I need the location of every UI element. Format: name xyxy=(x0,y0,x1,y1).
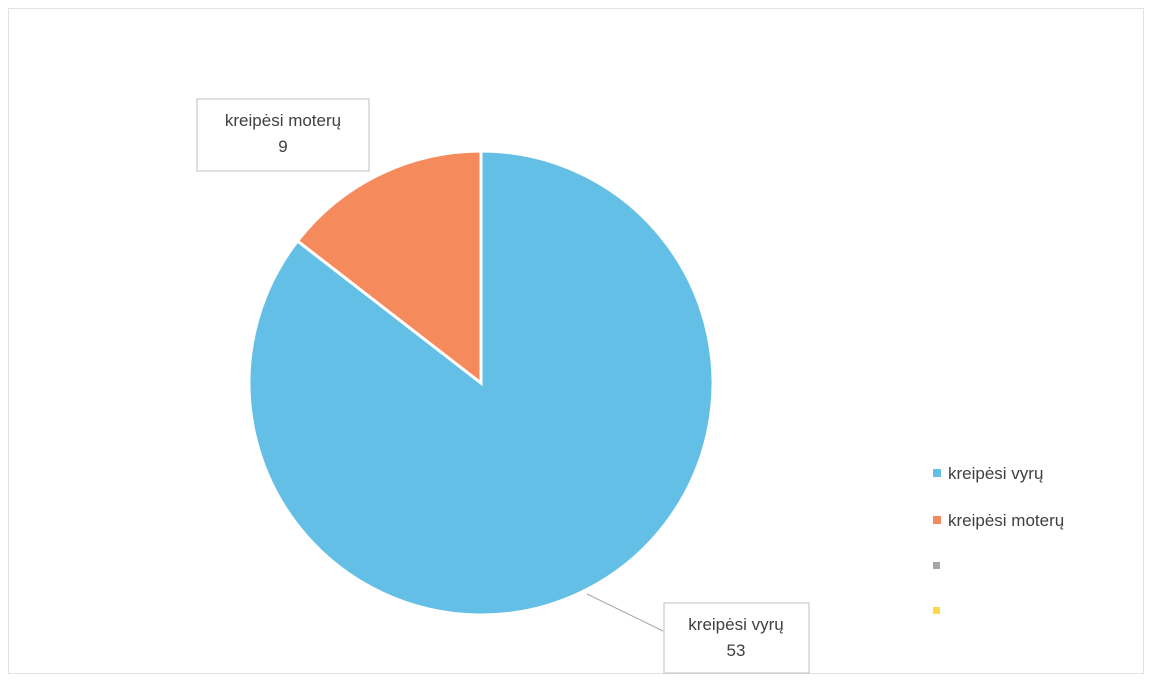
legend: kreipėsi vyrų kreipėsi moterų xyxy=(933,464,1064,614)
data-label-box-moteru xyxy=(196,98,370,172)
data-label-moteru: kreipėsi moterų 9 xyxy=(196,98,370,172)
legend-swatch-gray xyxy=(933,562,940,569)
legend-label-vyru: kreipėsi vyrų xyxy=(948,464,1043,483)
legend-swatch-vyru xyxy=(933,469,941,477)
legend-item-vyru: kreipėsi vyrų xyxy=(933,464,1043,483)
pie-chart: kreipėsi moterų 9 kreipėsi vyrų 53 kreip… xyxy=(196,98,1064,674)
legend-item-gray xyxy=(933,562,940,569)
data-label-box-vyru xyxy=(663,602,810,674)
legend-label-moteru: kreipėsi moterų xyxy=(948,511,1064,530)
leader-line-vyru xyxy=(586,593,664,632)
chart-area: kreipėsi moterų 9 kreipėsi vyrų 53 kreip… xyxy=(8,8,1144,674)
pie-slice-1 xyxy=(295,149,483,387)
pie-slices xyxy=(247,149,715,617)
legend-swatch-moteru xyxy=(933,516,941,524)
data-label-value-vyru: 53 xyxy=(727,641,746,660)
legend-item-moteru: kreipėsi moterų xyxy=(933,511,1064,530)
legend-swatch-yellow xyxy=(933,607,940,614)
legend-item-yellow xyxy=(933,607,940,614)
data-label-value-moteru: 9 xyxy=(278,137,287,156)
data-label-name-vyru: kreipėsi vyrų xyxy=(688,615,783,634)
data-label-name-moteru: kreipėsi moterų xyxy=(225,111,341,130)
data-label-vyru: kreipėsi vyrų 53 xyxy=(663,602,810,674)
